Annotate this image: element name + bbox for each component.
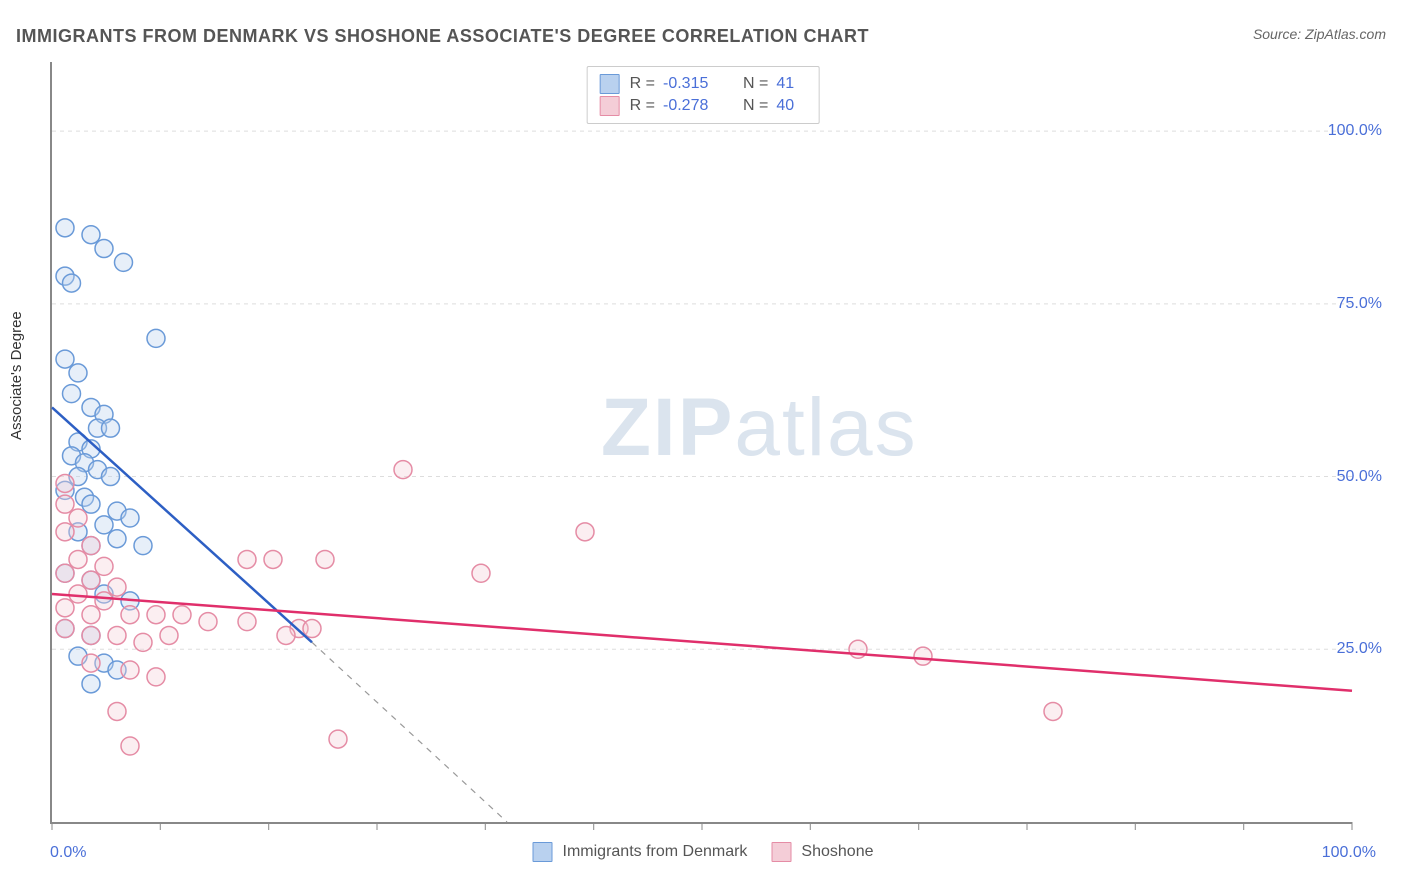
data-point — [95, 516, 113, 534]
legend-correlation: R = -0.315 N = 41 R = -0.278 N = 40 — [587, 66, 820, 124]
data-point — [95, 240, 113, 258]
y-tick-label: 50.0% — [1337, 468, 1382, 486]
data-point — [303, 620, 321, 638]
data-point — [95, 592, 113, 610]
data-point — [69, 509, 87, 527]
data-point — [69, 585, 87, 603]
legend-series-item: Immigrants from Denmark — [533, 842, 748, 862]
data-point — [56, 620, 74, 638]
r-value: -0.278 — [663, 95, 723, 117]
data-point — [63, 274, 81, 292]
data-point — [147, 329, 165, 347]
n-value: 41 — [776, 73, 806, 95]
source-attribution: Source: ZipAtlas.com — [1253, 26, 1386, 42]
data-point — [56, 564, 74, 582]
data-point — [108, 626, 126, 644]
x-axis-min-label: 0.0% — [50, 844, 86, 862]
data-point — [394, 461, 412, 479]
data-point — [121, 606, 139, 624]
data-point — [102, 468, 120, 486]
y-axis-label: Associate's Degree — [8, 311, 25, 440]
legend-swatch — [600, 74, 620, 94]
data-point — [82, 226, 100, 244]
legend-label: Shoshone — [801, 843, 873, 861]
data-point — [134, 633, 152, 651]
legend-correlation-row: R = -0.278 N = 40 — [600, 95, 807, 117]
r-label: R = — [630, 73, 655, 95]
n-label: N = — [743, 95, 768, 117]
data-point — [329, 730, 347, 748]
data-point — [56, 219, 74, 237]
data-point — [238, 613, 256, 631]
watermark-atlas: atlas — [734, 382, 917, 473]
data-point — [121, 737, 139, 755]
r-label: R = — [630, 95, 655, 117]
data-point — [56, 350, 74, 368]
legend-swatch — [600, 96, 620, 116]
x-axis-max-label: 100.0% — [1322, 844, 1376, 862]
data-point — [147, 668, 165, 686]
watermark: ZIPatlas — [601, 381, 918, 475]
n-value: 40 — [776, 95, 806, 117]
legend-series-item: Shoshone — [771, 842, 873, 862]
data-point — [121, 661, 139, 679]
trend-line — [52, 594, 1352, 691]
data-point — [56, 495, 74, 513]
data-point — [82, 606, 100, 624]
data-point — [82, 675, 100, 693]
watermark-zip: ZIP — [601, 382, 735, 473]
data-point — [63, 385, 81, 403]
data-point — [82, 537, 100, 555]
data-point — [238, 550, 256, 568]
data-point — [160, 626, 178, 644]
legend-label: Immigrants from Denmark — [563, 843, 748, 861]
y-tick-label: 100.0% — [1328, 122, 1382, 140]
data-point — [56, 523, 74, 541]
data-point — [316, 550, 334, 568]
data-point — [69, 550, 87, 568]
y-tick-label: 75.0% — [1337, 295, 1382, 313]
r-value: -0.315 — [663, 73, 723, 95]
data-point — [277, 626, 295, 644]
data-point — [914, 647, 932, 665]
data-point — [121, 509, 139, 527]
data-point — [173, 606, 191, 624]
data-point — [1044, 702, 1062, 720]
data-point — [147, 606, 165, 624]
data-point — [82, 495, 100, 513]
data-point — [264, 550, 282, 568]
legend-series: Immigrants from Denmark Shoshone — [533, 842, 874, 862]
data-point — [82, 571, 100, 589]
chart-title: IMMIGRANTS FROM DENMARK VS SHOSHONE ASSO… — [16, 26, 869, 47]
data-point — [134, 537, 152, 555]
data-point — [108, 578, 126, 596]
chart-container: IMMIGRANTS FROM DENMARK VS SHOSHONE ASSO… — [0, 0, 1406, 892]
data-point — [95, 557, 113, 575]
y-tick-label: 25.0% — [1337, 640, 1382, 658]
data-point — [472, 564, 490, 582]
data-point — [108, 530, 126, 548]
data-point — [82, 626, 100, 644]
data-point — [199, 613, 217, 631]
data-point — [576, 523, 594, 541]
data-point — [56, 599, 74, 617]
data-point — [108, 702, 126, 720]
data-point — [82, 654, 100, 672]
legend-correlation-row: R = -0.315 N = 41 — [600, 73, 807, 95]
legend-swatch — [533, 842, 553, 862]
data-point — [56, 474, 74, 492]
data-point — [102, 419, 120, 437]
data-point — [115, 253, 133, 271]
legend-swatch — [771, 842, 791, 862]
data-point — [69, 364, 87, 382]
n-label: N = — [743, 73, 768, 95]
